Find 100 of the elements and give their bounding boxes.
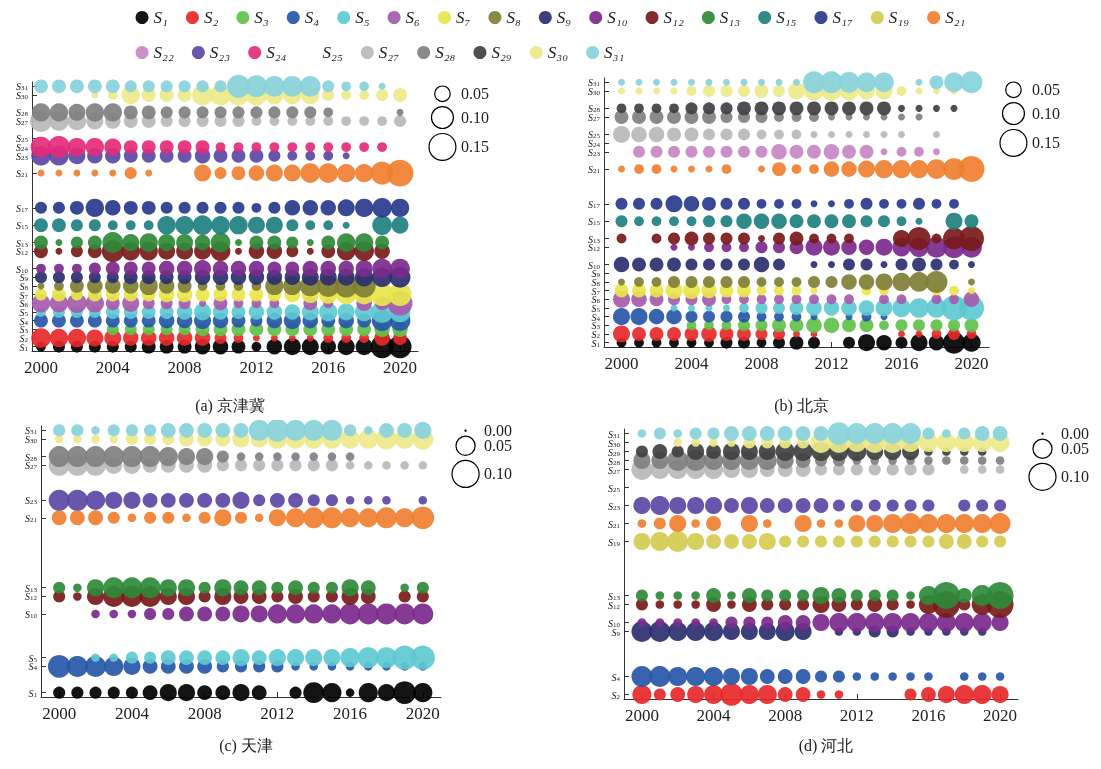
x-tick-label: 2020 bbox=[983, 706, 1018, 725]
y-tick-label: S$_{13}$ bbox=[608, 590, 621, 602]
legend-label: 0.00 bbox=[1061, 425, 1089, 443]
y-tick-label: S$_{19}$ bbox=[608, 536, 621, 548]
size-legend: 0.05 0.10 0.15 bbox=[999, 81, 1060, 157]
legend-label: S₈ bbox=[506, 8, 521, 27]
x-tick-label: 2004 bbox=[696, 706, 732, 725]
x-tick-label: 2000 bbox=[604, 354, 639, 373]
x-tick-label: 2016 bbox=[311, 358, 346, 377]
y-tick-label: S$_{17}$ bbox=[16, 202, 29, 214]
text: (c) 天津 bbox=[219, 736, 273, 755]
y-tick-label: S$_{8}$ bbox=[19, 280, 29, 292]
y-tick-label: S$_{10}$ bbox=[25, 608, 38, 620]
size-legend: 0.00 0.05 0.10 bbox=[1028, 425, 1089, 491]
x-tick-label: 2000 bbox=[624, 706, 659, 725]
x-tick-label: 2016 bbox=[884, 354, 919, 373]
text: (d) 河北 bbox=[798, 736, 854, 755]
y-tick-label: S$_{10}$ bbox=[608, 617, 621, 629]
y-tick-label: S$_{13}$ bbox=[588, 233, 601, 245]
x-tick-label: 2000 bbox=[23, 358, 58, 377]
x-tick-label: 2020 bbox=[383, 358, 418, 377]
x-tick-label: 2012 bbox=[239, 358, 274, 377]
x-tick-label: 2016 bbox=[911, 706, 946, 725]
legend-label: 0.05 bbox=[460, 85, 489, 103]
legend-label: S₂₈ bbox=[435, 43, 456, 62]
y-tick-label: S$_{12}$ bbox=[608, 599, 621, 611]
x-tick-label: 2012 bbox=[260, 704, 295, 723]
x-tick-label: 2008 bbox=[187, 704, 222, 723]
y-tick-label: S$_{1}$ bbox=[28, 687, 38, 699]
y-tick-label: S$_{31}$ bbox=[608, 428, 621, 440]
y-tick-label: S$_{21}$ bbox=[16, 167, 29, 180]
legend-label: S₁₇ bbox=[832, 8, 853, 27]
y-tick-label: S$_{2}$ bbox=[19, 332, 29, 344]
x-tick-label: 2016 bbox=[333, 704, 368, 723]
x-tick-label: 2020 bbox=[954, 354, 989, 373]
y-tick-label: S$_{23}$ bbox=[25, 494, 38, 507]
y-tick-label: S$_{7}$ bbox=[19, 289, 29, 301]
size-legend: 0.00 0.05 0.10 bbox=[451, 422, 513, 489]
legend-label: 0.05 bbox=[1061, 440, 1089, 458]
legend-label: S₂₄ bbox=[266, 43, 287, 62]
y-tick-label: S$_{21}$ bbox=[25, 512, 38, 524]
legend-label: S₃₀ bbox=[547, 43, 569, 62]
legend-label: S₂₁ bbox=[945, 8, 966, 27]
legend-label: S₉ bbox=[556, 8, 572, 27]
y-tick-label: S$_{29}$ bbox=[608, 446, 621, 458]
legend-label: 0.15 bbox=[1031, 134, 1060, 152]
x-tick-label: 2008 bbox=[167, 358, 202, 377]
legend-label: S₁₂ bbox=[663, 8, 684, 27]
y-tick-label: S$_{21}$ bbox=[608, 518, 621, 530]
legend-label: S₆ bbox=[405, 8, 421, 27]
size-legend: 0.05 0.10 0.15 bbox=[428, 85, 489, 161]
legend-label: S₃₁ bbox=[604, 43, 625, 62]
x-tick-label: 2004 bbox=[95, 358, 131, 377]
text: (a) 京津冀 bbox=[195, 396, 265, 415]
legend-label: 0.10 bbox=[484, 465, 513, 483]
legend-label: S₂₉ bbox=[491, 43, 512, 62]
legend-label: S₁₀ bbox=[607, 8, 628, 27]
x-tick-label: 2012 bbox=[814, 354, 849, 373]
x-tick-label: 2008 bbox=[744, 354, 779, 373]
legend-label: 0.10 bbox=[1061, 468, 1089, 486]
y-tick-label: S$_{15}$ bbox=[588, 215, 601, 228]
y-tick-label: S$_{1}$ bbox=[19, 341, 29, 353]
x-tick-label: 2004 bbox=[114, 704, 150, 723]
y-tick-label: S$_{4}$ bbox=[19, 315, 29, 327]
y-tick-label: S$_{25}$ bbox=[608, 482, 621, 494]
legend-label: 0.15 bbox=[460, 138, 489, 156]
y-tick-label: S$_{4}$ bbox=[611, 671, 621, 683]
legend-label: S₁ bbox=[153, 8, 168, 27]
x-tick-label: 2012 bbox=[839, 706, 874, 725]
y-tick-label: S$_{28}$ bbox=[608, 455, 621, 467]
legend-label: S₂₇ bbox=[378, 43, 400, 62]
y-tick-label: S$_{23}$ bbox=[608, 500, 621, 512]
legend-label: S₂₃ bbox=[209, 43, 231, 62]
y-tick-label: S$_{13}$ bbox=[25, 582, 38, 594]
y-tick-label: S$_{2}$ bbox=[591, 328, 601, 340]
legend-label: 0.10 bbox=[1031, 105, 1060, 123]
y-tick-label: S$_{13}$ bbox=[16, 237, 29, 249]
y-tick-label: S$_{1}$ bbox=[591, 337, 601, 349]
legend-label: S₇ bbox=[455, 8, 471, 27]
x-tick-label: 2008 bbox=[768, 706, 803, 725]
x-tick-label: 2000 bbox=[42, 704, 77, 723]
legend-label: 0.10 bbox=[460, 109, 489, 127]
legend-label: S₂ bbox=[203, 8, 219, 27]
y-tick-label: S$_{27}$ bbox=[608, 464, 621, 476]
y-tick-label: S$_{9}$ bbox=[611, 626, 621, 638]
y-tick-label: S$_{7}$ bbox=[591, 285, 601, 297]
legend-label: S₄ bbox=[304, 8, 320, 27]
text: S₂₅ bbox=[322, 43, 343, 62]
x-tick-label: 2004 bbox=[674, 354, 709, 373]
y-tick-label: S$_{5}$ bbox=[28, 652, 38, 664]
legend-label: S₁₃ bbox=[719, 8, 741, 27]
y-tick-label: S$_{2}$ bbox=[611, 689, 621, 701]
text: (b) 北京 bbox=[774, 396, 829, 415]
y-tick-label: S$_{5}$ bbox=[591, 302, 601, 314]
legend-label: 0.05 bbox=[484, 437, 513, 455]
y-tick-label: S$_{8}$ bbox=[591, 276, 601, 288]
y-tick-label: S$_{10}$ bbox=[16, 263, 29, 275]
legend-label: S₅ bbox=[355, 8, 370, 27]
legend-label: S₁₅ bbox=[776, 8, 797, 27]
legend-label: S₂₂ bbox=[153, 43, 174, 62]
